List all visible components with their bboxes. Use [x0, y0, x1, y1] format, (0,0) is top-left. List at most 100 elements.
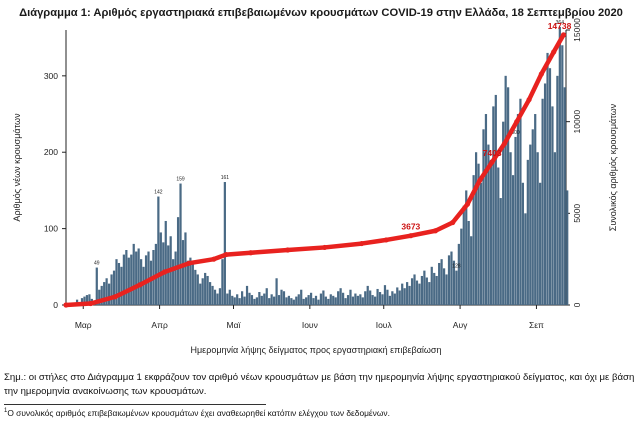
bar: [354, 293, 357, 305]
bar: [494, 94, 497, 305]
bar: [216, 293, 219, 305]
cumulative-point: [514, 119, 520, 125]
bar: [553, 152, 557, 305]
bar: [107, 283, 111, 305]
bar: [226, 293, 229, 305]
bar: [176, 217, 180, 305]
bar: [445, 274, 448, 305]
bar: [268, 298, 271, 305]
bar: [275, 278, 278, 305]
bar: [499, 198, 502, 305]
bar: [282, 291, 286, 305]
bar: [566, 190, 569, 305]
bar: [408, 285, 411, 305]
bar: [548, 68, 552, 305]
bar: [398, 290, 401, 305]
x-tick-label: Ιουλ: [376, 320, 393, 330]
bar: [435, 275, 438, 305]
chart-title: Διάγραμμα 1: Αριθμός εργαστηριακά επιβεβ…: [19, 7, 623, 19]
bar: [563, 87, 566, 306]
cumulative-label: 14738: [548, 21, 572, 31]
bar: [452, 260, 456, 305]
bar: [440, 259, 443, 305]
bar: [324, 296, 327, 305]
footnote-text: Ο συνολικός αριθμός επιβεβαιωμένων κρουσ…: [7, 408, 390, 418]
bar: [346, 295, 350, 305]
bar: [529, 144, 532, 305]
cumulative-point: [560, 32, 567, 38]
bar: [179, 183, 182, 305]
bar: [516, 114, 520, 306]
bar: [511, 175, 515, 305]
bar: [233, 297, 236, 305]
bar: [100, 285, 103, 305]
bar-value-label: 300: [511, 130, 520, 136]
y2-tick-label: 0: [572, 302, 582, 307]
bar: [415, 280, 419, 305]
bar: [122, 254, 125, 305]
bar: [273, 296, 276, 305]
y2-tick-label: 15000: [572, 18, 582, 42]
bar: [477, 163, 480, 305]
bar: [127, 257, 130, 305]
bar: [410, 278, 414, 305]
bar: [287, 295, 291, 305]
bar: [339, 288, 342, 305]
bar: [248, 292, 251, 305]
bar: [206, 275, 209, 305]
bar: [327, 298, 330, 305]
bar: [236, 294, 239, 305]
cumulative-label: 7403: [483, 148, 502, 158]
bar: [492, 106, 495, 305]
bar: [369, 290, 372, 305]
bar: [314, 295, 318, 305]
bar: [277, 295, 281, 305]
bar: [472, 175, 475, 305]
bar: [260, 295, 263, 305]
bar: [263, 293, 266, 305]
bar-value-label: 142: [154, 190, 163, 196]
bar: [218, 288, 222, 305]
bar: [317, 299, 320, 305]
bar: [194, 269, 197, 305]
bar: [403, 288, 406, 305]
bar: [561, 45, 564, 306]
bar: [531, 129, 534, 305]
bar: [519, 98, 522, 305]
bar: [329, 294, 332, 305]
footnote-mark: 1: [4, 408, 8, 415]
y2-axis-title: Συνολικός αριθμός κρουσμάτων: [608, 103, 618, 231]
bar: [149, 260, 153, 305]
bar: [447, 255, 451, 305]
bar: [361, 297, 364, 305]
cumulative-point: [551, 49, 557, 55]
bar: [388, 295, 391, 305]
bar: [157, 196, 160, 305]
bar: [502, 121, 505, 306]
bar: [433, 272, 436, 305]
bar: [450, 251, 453, 305]
bar: [543, 83, 547, 305]
x-tick-label: Ιουν: [302, 320, 318, 330]
cumulative-point: [88, 300, 94, 307]
bar: [460, 228, 463, 305]
cumulative-point: [285, 247, 291, 253]
bar: [489, 159, 492, 305]
bar: [255, 297, 258, 305]
bar: [341, 292, 345, 305]
bar: [265, 288, 268, 305]
bar: [245, 285, 249, 305]
bar: [241, 291, 244, 305]
bar-value-label: 49: [94, 261, 100, 267]
bar: [199, 283, 202, 305]
x-tick-label: Αυγ: [453, 320, 468, 330]
bar: [258, 292, 261, 305]
cumulative-point: [137, 282, 143, 288]
bar: [484, 114, 488, 306]
bar: [88, 294, 91, 305]
bar: [366, 285, 369, 305]
bar: [95, 267, 98, 305]
bar: [534, 114, 537, 306]
bar: [536, 152, 539, 305]
bar: [285, 297, 288, 305]
